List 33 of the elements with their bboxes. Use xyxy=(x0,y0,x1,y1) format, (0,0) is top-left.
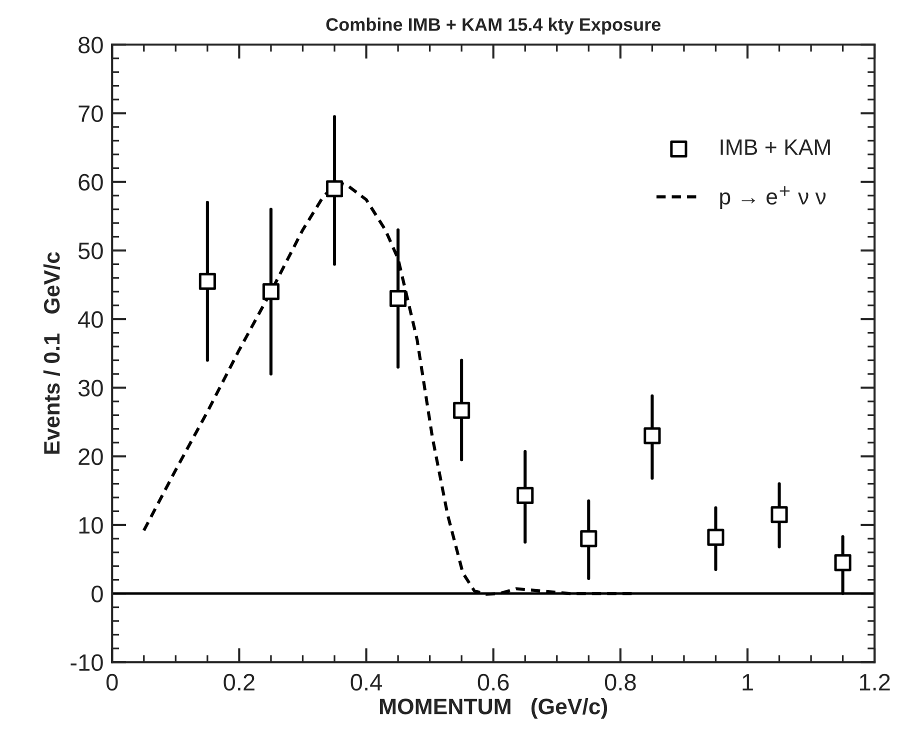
point xyxy=(834,554,852,572)
point xyxy=(390,290,407,308)
y-tick-label: -10 xyxy=(70,654,103,671)
y-tick-label: 80 xyxy=(78,36,103,54)
y-tick-label: 0 xyxy=(92,586,103,602)
y-tick-label: 10 xyxy=(79,517,103,534)
point xyxy=(198,272,216,290)
y-tick-label: 20 xyxy=(78,448,103,466)
point xyxy=(326,180,344,198)
x-tick-label: 0.6 xyxy=(478,674,509,691)
x-tick-label: 1 xyxy=(742,674,753,690)
y-tick-label: 70 xyxy=(78,105,103,122)
legend-label: p → e$^{+}$ ν ν xyxy=(720,186,826,209)
point xyxy=(644,427,661,444)
point xyxy=(516,486,534,504)
y-tick-label: 60 xyxy=(78,174,103,191)
point xyxy=(707,528,724,546)
y-axis-title: Events / 0.1 GeV/c xyxy=(43,252,60,454)
x-tick-label: 0 xyxy=(106,674,118,691)
legend-label: IMB + KAM xyxy=(720,140,830,155)
point xyxy=(770,506,788,524)
chart-title: Combine IMB + KAM 15.4 kty Exposure xyxy=(326,18,661,34)
x-tick-label: 0.4 xyxy=(350,674,382,691)
point xyxy=(453,402,470,419)
x-tick-label: 0.8 xyxy=(604,674,636,691)
x-tick-label: 1.2 xyxy=(860,674,890,690)
x-tick-label: 0.2 xyxy=(224,674,254,691)
point xyxy=(580,530,598,548)
y-tick-label: 30 xyxy=(78,380,103,396)
point xyxy=(262,283,280,300)
y-tick-label: 40 xyxy=(78,311,103,328)
x-axis-title: MOMENTUM (GeV/c) xyxy=(380,698,608,719)
y-tick-label: 50 xyxy=(78,242,103,260)
